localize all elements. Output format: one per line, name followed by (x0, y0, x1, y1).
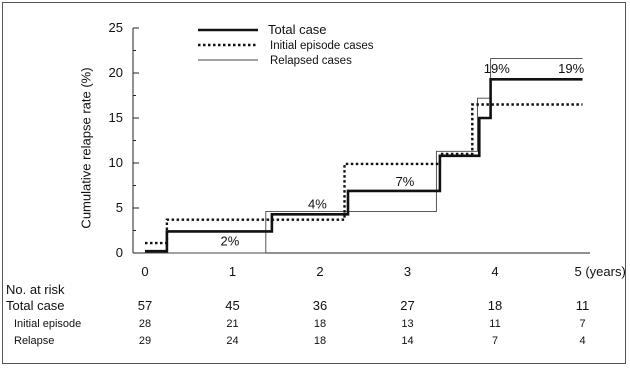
risk-cell: 29 (138, 335, 152, 347)
risk-cell: 18 (313, 335, 327, 347)
y-tick-label: 20 (109, 65, 123, 80)
risk-table-title: No. at risk (6, 282, 65, 297)
risk-cell: 13 (401, 318, 414, 330)
risk-cell: 4 (579, 335, 586, 347)
chart-legend: Total case Initial episode cases Relapsed … (198, 22, 374, 67)
data-label: 2% (220, 234, 239, 249)
risk-table-row: Total case 57 45 36 27 18 11 (0, 298, 630, 314)
legend-label: Total case (268, 22, 327, 37)
risk-cell: 36 (312, 298, 328, 313)
x-tick-label: 5 (years) (575, 264, 626, 279)
figure-frame (2, 2, 626, 364)
series-line (145, 78, 583, 253)
data-label: 19% (558, 61, 584, 76)
risk-row-label: Relapse (14, 335, 55, 347)
x-tick-label: 2 (316, 264, 323, 279)
risk-cell: 18 (313, 318, 327, 330)
risk-table-row: Initial episode 28 21 18 13 11 7 (0, 318, 630, 334)
series-line (145, 58, 583, 254)
y-axis-label: Cumulative relapse rate (%) (78, 67, 94, 229)
risk-row-label: Total case (6, 298, 65, 313)
risk-cell: 27 (400, 298, 415, 313)
risk-cell: 11 (489, 318, 501, 330)
risk-table-row: Relapse 29 24 18 14 7 4 (0, 335, 630, 351)
risk-cell: 7 (491, 335, 499, 347)
risk-cell: 11 (575, 298, 590, 313)
data-label: 19% (484, 61, 510, 76)
series-line (145, 103, 583, 245)
y-tick-label: 15 (109, 110, 123, 125)
y-tick-label: 0 (116, 245, 123, 260)
data-label: 7% (395, 174, 414, 189)
risk-cell: 28 (138, 318, 152, 330)
risk-row-label: Initial episode (14, 318, 82, 330)
risk-cell: 18 (487, 298, 503, 313)
y-tick-label: 5 (116, 200, 123, 215)
x-tick-label: 3 (404, 264, 411, 279)
risk-cell: 24 (226, 335, 239, 347)
x-tick-label: 4 (491, 264, 498, 279)
risk-cell: 57 (137, 298, 153, 313)
risk-cell: 7 (579, 318, 586, 330)
risk-cell: 14 (401, 335, 414, 347)
y-tick-label: 10 (109, 155, 123, 170)
y-tick-label: 25 (109, 20, 123, 35)
risk-cell: 21 (226, 318, 239, 330)
data-label: 4% (308, 197, 327, 212)
legend-label: Relapsed cases (270, 55, 352, 67)
x-tick-label: 1 (229, 264, 236, 279)
x-tick-label: 0 (141, 264, 148, 279)
legend-label: Initial episode cases (270, 40, 374, 52)
risk-cell: 45 (225, 298, 240, 313)
